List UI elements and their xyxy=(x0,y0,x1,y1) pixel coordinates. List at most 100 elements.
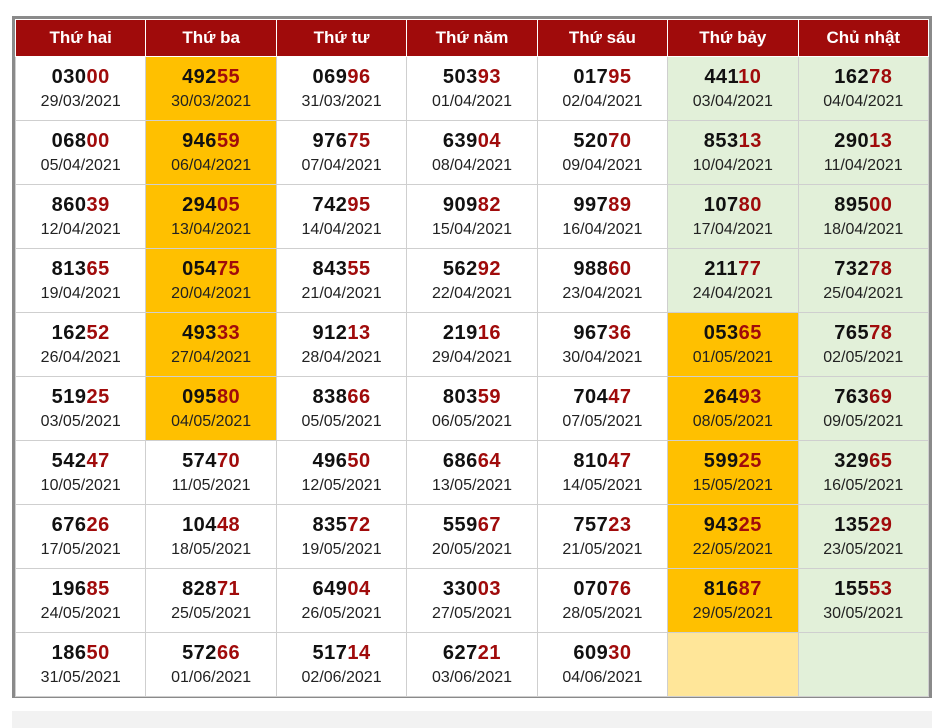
result-date: 09/05/2021 xyxy=(823,412,904,430)
header-wednesday: Thứ tư xyxy=(275,19,408,57)
result-number-tail: 65 xyxy=(869,449,893,472)
result-number-head: 765 xyxy=(834,321,870,344)
table-row: 19685 24/05/2021 82871 25/05/2021 64904 26/05… xyxy=(14,568,930,633)
result-date: 30/04/2021 xyxy=(562,348,643,366)
result-number: 81687 xyxy=(668,577,797,601)
result-cell: 90982 15/04/2021 xyxy=(406,184,538,249)
result-number: 05365 xyxy=(668,321,797,345)
result-number-tail: 00 xyxy=(869,193,893,216)
result-number-tail: 50 xyxy=(347,449,371,472)
result-cell: 56292 22/04/2021 xyxy=(406,248,538,313)
result-cell xyxy=(797,632,930,697)
result-number-tail: 93 xyxy=(477,65,502,88)
result-number-head: 813 xyxy=(51,257,87,280)
result-date: 15/04/2021 xyxy=(431,220,513,238)
result-number-tail: 80 xyxy=(738,193,762,216)
result-date: 13/05/2021 xyxy=(431,476,513,494)
result-number-tail: 65 xyxy=(738,321,762,344)
result-number-tail: 47 xyxy=(86,449,110,472)
result-number-tail: 47 xyxy=(608,385,632,408)
result-cell: 10780 17/04/2021 xyxy=(667,184,799,249)
result-number: 99789 xyxy=(538,193,667,217)
result-number: 76578 xyxy=(799,321,928,345)
result-cell: 98860 23/04/2021 xyxy=(536,248,669,313)
result-number: 68664 xyxy=(407,449,536,473)
result-date: 24/04/2021 xyxy=(692,284,773,302)
result-date: 02/06/2021 xyxy=(301,668,382,686)
table-row: 67626 17/05/2021 10448 18/05/2021 83572 19/05… xyxy=(14,504,930,569)
result-number: 90982 xyxy=(407,193,536,217)
result-number-tail: 92 xyxy=(477,257,502,280)
result-number-head: 988 xyxy=(573,257,609,280)
result-number-tail: 87 xyxy=(738,577,762,600)
result-number-tail: 04 xyxy=(477,129,502,152)
result-number-head: 493 xyxy=(182,321,217,344)
result-date: 18/04/2021 xyxy=(823,220,904,238)
table-row: 54247 10/05/2021 57470 11/05/2021 49650 12/05… xyxy=(14,440,930,505)
result-number-tail: 72 xyxy=(347,513,371,536)
result-number-tail: 55 xyxy=(347,257,371,280)
result-cell: 81365 19/04/2021 xyxy=(14,248,147,313)
result-date: 29/04/2021 xyxy=(431,348,513,366)
result-number: 73278 xyxy=(799,257,928,281)
result-number-tail: 53 xyxy=(869,577,893,600)
result-number-head: 912 xyxy=(312,321,348,344)
result-number-tail: 67 xyxy=(477,513,502,536)
result-number: 94325 xyxy=(668,513,797,537)
result-number-head: 069 xyxy=(312,65,348,88)
header-thursday: Thứ năm xyxy=(406,19,538,57)
result-date: 07/04/2021 xyxy=(301,156,382,174)
result-cell: 05365 01/05/2021 xyxy=(667,312,799,377)
result-cell: 83572 19/05/2021 xyxy=(275,504,408,569)
result-cell: 75723 21/05/2021 xyxy=(536,504,669,569)
result-number-tail: 00 xyxy=(86,65,110,88)
result-number-tail: 85 xyxy=(86,577,110,600)
result-number: 83866 xyxy=(277,385,406,409)
result-number-head: 835 xyxy=(312,513,348,536)
header-tuesday: Thứ ba xyxy=(145,19,277,57)
result-cell: 51925 03/05/2021 xyxy=(14,376,147,441)
result-number-head: 562 xyxy=(442,257,478,280)
result-number-head: 574 xyxy=(182,449,217,472)
result-number-head: 107 xyxy=(703,193,739,216)
result-cell: 26493 08/05/2021 xyxy=(667,376,799,441)
result-date: 30/03/2021 xyxy=(171,92,252,110)
result-cell: 54247 10/05/2021 xyxy=(14,440,147,505)
result-number-tail: 69 xyxy=(869,385,893,408)
result-date: 19/04/2021 xyxy=(40,284,121,302)
result-cell: 03000 29/03/2021 xyxy=(14,56,147,121)
result-cell: 18650 31/05/2021 xyxy=(14,632,147,697)
result-date: 02/05/2021 xyxy=(823,348,904,366)
result-number-tail: 13 xyxy=(869,129,893,152)
result-number: 86039 xyxy=(16,193,145,217)
result-number: 15553 xyxy=(799,577,928,601)
result-number: 09580 xyxy=(146,385,275,409)
result-number-head: 803 xyxy=(442,385,478,408)
result-number-tail: 75 xyxy=(216,257,241,280)
result-number-head: 162 xyxy=(834,65,870,88)
result-number: 52070 xyxy=(538,129,667,153)
result-number-tail: 05 xyxy=(216,193,241,216)
result-number-tail: 59 xyxy=(216,129,241,152)
result-number: 54247 xyxy=(16,449,145,473)
result-cell: 80359 06/05/2021 xyxy=(406,376,538,441)
result-cell: 13529 23/05/2021 xyxy=(797,504,930,569)
result-date: 07/05/2021 xyxy=(562,412,643,430)
result-number: 57470 xyxy=(146,449,275,473)
result-number-head: 838 xyxy=(312,385,348,408)
header-sunday: Chủ nhật xyxy=(797,19,930,57)
result-number-head: 967 xyxy=(573,321,609,344)
result-number-tail: 04 xyxy=(347,577,371,600)
result-number: 91213 xyxy=(277,321,406,345)
result-date: 21/04/2021 xyxy=(301,284,382,302)
result-cell: 73278 25/04/2021 xyxy=(797,248,930,313)
result-number-head: 517 xyxy=(312,641,348,664)
result-cell: 52070 09/04/2021 xyxy=(536,120,669,185)
result-number: 51714 xyxy=(277,641,406,665)
result-number: 51925 xyxy=(16,385,145,409)
result-cell: 05475 20/04/2021 xyxy=(145,248,277,313)
result-number: 10780 xyxy=(668,193,797,217)
result-date: 29/03/2021 xyxy=(40,92,121,110)
result-number-head: 627 xyxy=(442,641,478,664)
result-number: 98860 xyxy=(538,257,667,281)
